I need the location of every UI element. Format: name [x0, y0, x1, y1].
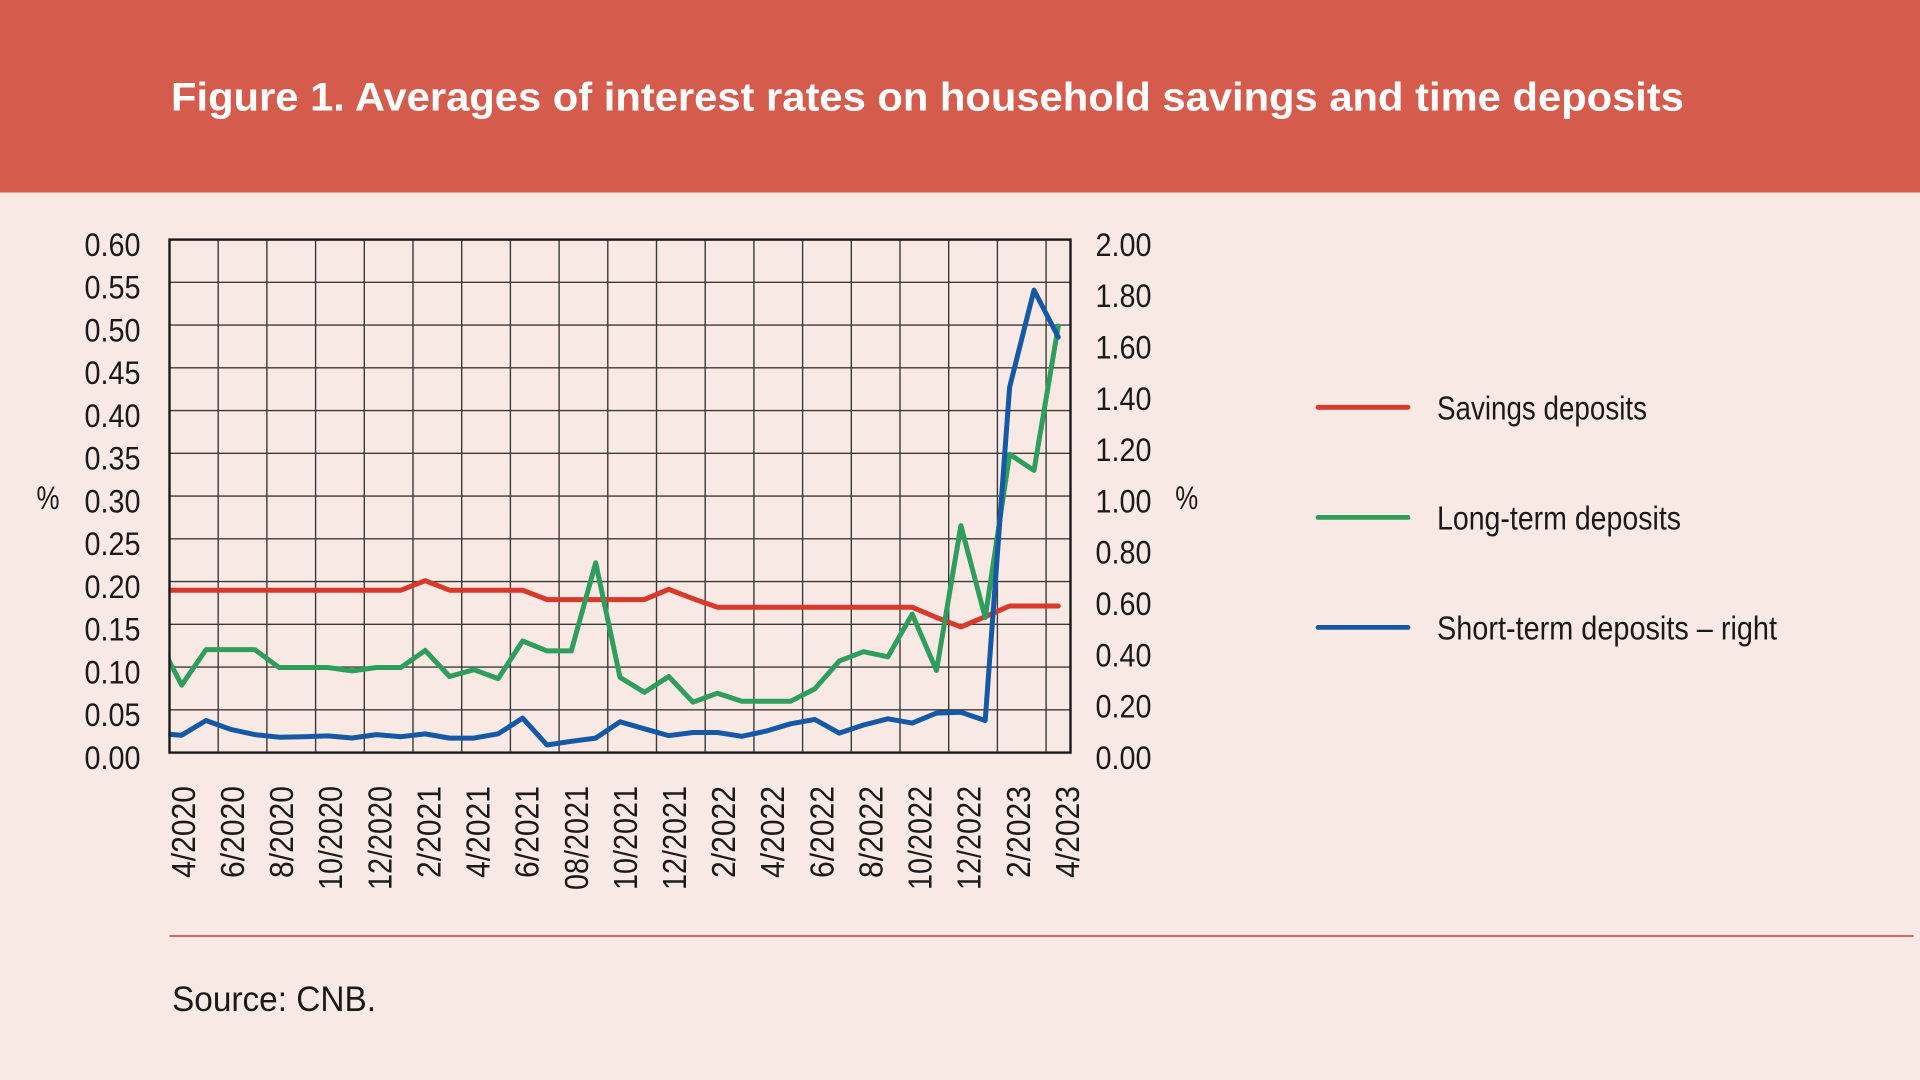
- svg-text:2/2022: 2/2022: [705, 786, 742, 878]
- svg-text:1.20: 1.20: [1096, 432, 1152, 468]
- svg-text:0.60: 0.60: [85, 227, 141, 263]
- svg-text:0.40: 0.40: [85, 398, 141, 434]
- svg-text:Short-term deposits – right: Short-term deposits – right: [1437, 610, 1777, 647]
- svg-text:0.60: 0.60: [1096, 586, 1152, 622]
- svg-text:1.40: 1.40: [1096, 381, 1152, 417]
- svg-text:10/2020: 10/2020: [312, 786, 349, 890]
- svg-text:4/2021: 4/2021: [460, 786, 497, 878]
- svg-text:Source: CNB.: Source: CNB.: [172, 980, 376, 1019]
- svg-text:6/2022: 6/2022: [803, 786, 840, 878]
- svg-text:10/2022: 10/2022: [902, 786, 939, 890]
- svg-text:0.05: 0.05: [85, 697, 141, 733]
- svg-text:0.40: 0.40: [1096, 637, 1152, 673]
- svg-text:%: %: [37, 480, 60, 516]
- svg-text:0.35: 0.35: [85, 441, 141, 477]
- svg-text:Savings deposits: Savings deposits: [1437, 390, 1647, 427]
- svg-text:0.55: 0.55: [85, 270, 141, 306]
- svg-text:4/2020: 4/2020: [165, 786, 202, 878]
- svg-text:6/2020: 6/2020: [214, 786, 251, 878]
- svg-text:0.30: 0.30: [85, 483, 141, 519]
- svg-text:0.20: 0.20: [1096, 689, 1152, 725]
- svg-text:8/2020: 8/2020: [263, 786, 300, 878]
- svg-text:12/2022: 12/2022: [951, 786, 988, 890]
- svg-text:Long-term deposits: Long-term deposits: [1437, 500, 1681, 537]
- svg-text:0.20: 0.20: [85, 569, 141, 605]
- svg-text:1.80: 1.80: [1096, 278, 1152, 314]
- svg-text:12/2021: 12/2021: [656, 786, 693, 890]
- svg-text:0.45: 0.45: [85, 355, 141, 391]
- svg-text:4/2023: 4/2023: [1049, 786, 1086, 878]
- svg-text:08/2021: 08/2021: [558, 786, 595, 890]
- svg-text:0.80: 0.80: [1096, 535, 1152, 571]
- svg-text:2/2023: 2/2023: [1000, 786, 1037, 878]
- svg-text:Figure 1. Averages of interest: Figure 1. Averages of interest rates on …: [171, 76, 1684, 120]
- svg-text:0.50: 0.50: [85, 312, 141, 348]
- svg-text:1.00: 1.00: [1096, 483, 1152, 519]
- svg-text:0.00: 0.00: [85, 740, 141, 776]
- svg-text:2/2021: 2/2021: [410, 786, 447, 878]
- svg-text:6/2021: 6/2021: [509, 786, 546, 878]
- svg-text:0.15: 0.15: [85, 612, 141, 648]
- svg-text:4/2022: 4/2022: [754, 786, 791, 878]
- svg-text:8/2022: 8/2022: [852, 786, 889, 878]
- svg-text:0.10: 0.10: [85, 654, 141, 690]
- svg-text:2.00: 2.00: [1096, 227, 1152, 263]
- svg-text:0.00: 0.00: [1096, 740, 1152, 776]
- svg-text:%: %: [1175, 480, 1198, 516]
- svg-text:12/2020: 12/2020: [361, 786, 398, 890]
- svg-text:1.60: 1.60: [1096, 330, 1152, 366]
- svg-text:0.25: 0.25: [85, 526, 141, 562]
- svg-text:10/2021: 10/2021: [607, 786, 644, 890]
